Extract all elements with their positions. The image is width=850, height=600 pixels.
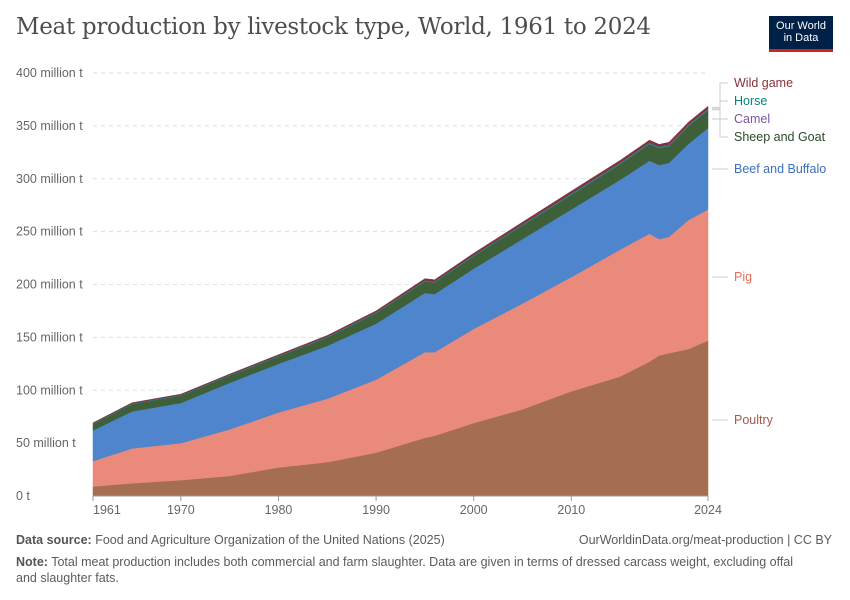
x-tick-label: 2000 <box>460 503 488 517</box>
chart-title: Meat production by livestock type, World… <box>16 14 651 40</box>
legend-label-wild-game: Wild game <box>734 76 793 90</box>
label-connector <box>712 118 728 138</box>
y-tick-label: 350 million t <box>16 119 83 133</box>
legend-label-camel: Camel <box>734 112 770 126</box>
source-url[interactable]: OurWorldinData.org/meat-production | CC … <box>578 533 832 547</box>
y-tick-label: 0 t <box>16 489 30 503</box>
data-source: Data source: Food and Agriculture Organi… <box>16 533 445 547</box>
y-tick-label: 250 million t <box>16 225 83 239</box>
x-tick-label: 1980 <box>265 503 293 517</box>
y-tick-label: 100 million t <box>16 383 83 397</box>
legend-label-sheep-and-goat: Sheep and Goat <box>734 130 826 144</box>
legend-label-pig: Pig <box>734 270 752 284</box>
note: Note: Total meat production includes bot… <box>16 554 816 586</box>
logo-line2: in Data <box>783 32 819 44</box>
legend-label-poultry: Poultry <box>734 413 774 427</box>
owid-logo[interactable]: Our World in Data <box>769 16 833 52</box>
source-label: Data source: <box>16 533 92 547</box>
x-tick-label: 2024 <box>694 503 722 517</box>
source-text: Food and Agriculture Organization of the… <box>95 533 445 547</box>
legend-label-beef-and-buffalo: Beef and Buffalo <box>734 162 826 176</box>
x-tick-label: 1961 <box>93 503 121 517</box>
label-connector <box>712 82 728 108</box>
note-text: Total meat production includes both comm… <box>16 555 794 585</box>
y-tick-label: 50 million t <box>16 436 76 450</box>
label-connector <box>712 109 728 120</box>
note-label: Note: <box>16 555 48 569</box>
y-tick-label: 200 million t <box>16 278 83 292</box>
y-tick-label: 150 million t <box>16 330 83 344</box>
y-tick-label: 300 million t <box>16 172 83 186</box>
y-tick-label: 400 million t <box>16 66 83 80</box>
x-tick-label: 1970 <box>167 503 195 517</box>
legend-label-horse: Horse <box>734 94 767 108</box>
x-tick-label: 2010 <box>557 503 585 517</box>
x-tick-label: 1990 <box>362 503 390 517</box>
area-wild-game <box>92 105 709 424</box>
logo-line1: Our World <box>776 20 826 32</box>
